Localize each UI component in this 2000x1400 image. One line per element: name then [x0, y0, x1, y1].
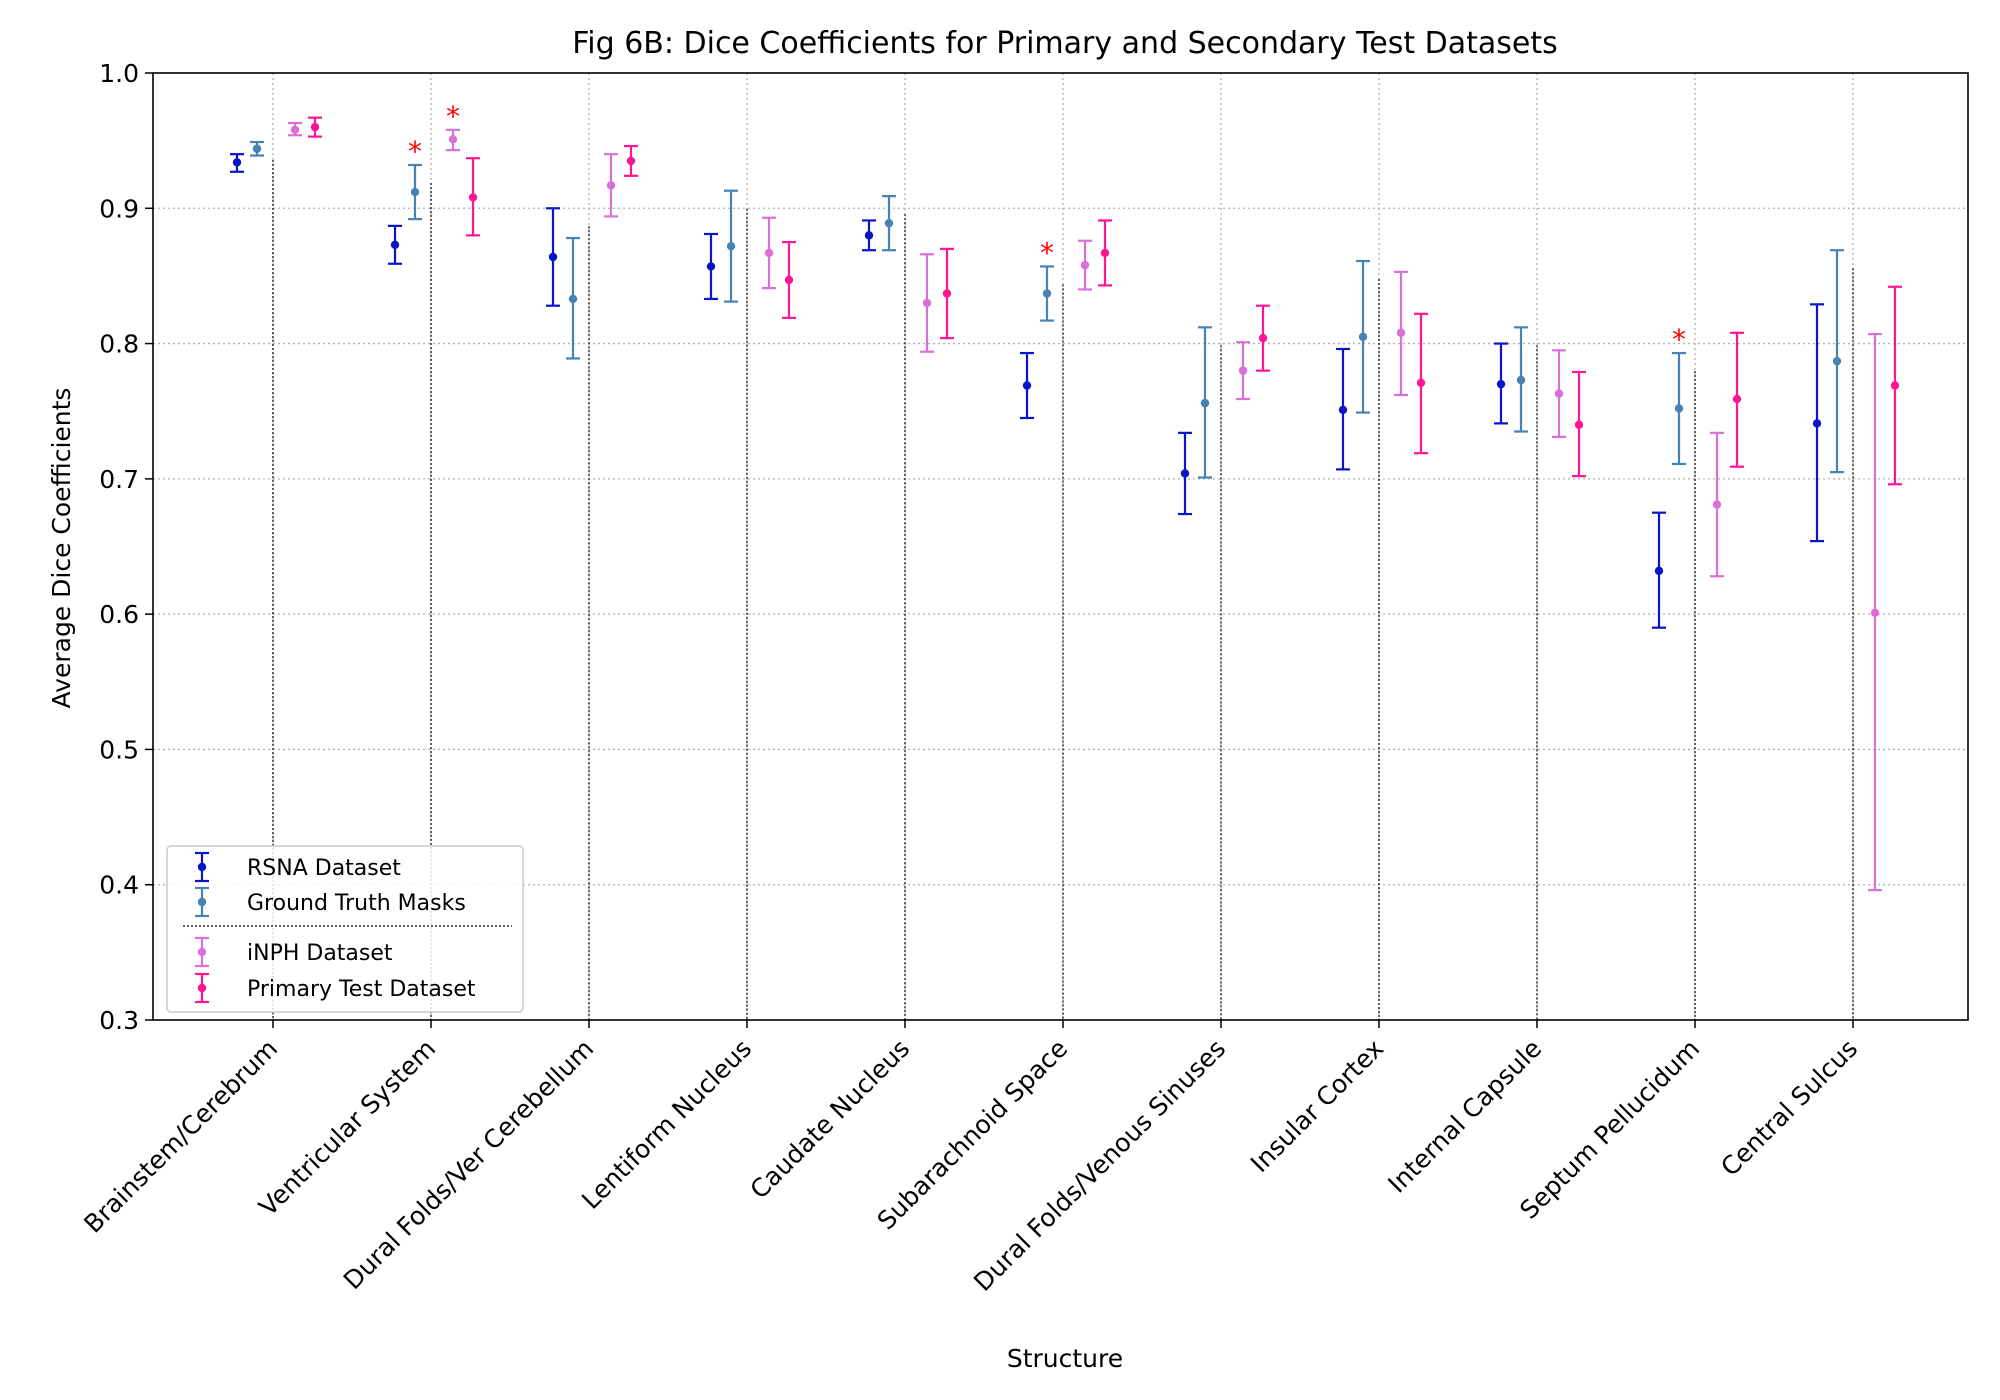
- data-point: [290, 125, 300, 135]
- data-point: [706, 262, 716, 271]
- y-tick-label: 0.4: [99, 871, 139, 900]
- legend-marker-point: [197, 947, 207, 957]
- data-point: [626, 156, 636, 166]
- data-point: [1516, 375, 1526, 385]
- data-point: [1042, 289, 1052, 298]
- data-point: [1496, 379, 1506, 389]
- data-point: [1890, 381, 1900, 390]
- data-series: [230, 116, 1902, 892]
- y-axis-label: Average Dice Coefficients: [47, 388, 76, 709]
- data-point: [548, 252, 558, 262]
- legend-marker-point: [197, 983, 207, 993]
- legend-label: Primary Test Dataset: [247, 977, 476, 1002]
- data-point: [606, 181, 616, 190]
- legend-marker-point: [197, 897, 207, 907]
- legend-marker-point: [197, 862, 207, 872]
- y-tick-label: 1.0: [99, 59, 139, 88]
- data-point: [1080, 260, 1090, 270]
- data-point: [942, 289, 952, 298]
- y-tick-label: 0.3: [99, 1006, 139, 1035]
- chart-title: Fig 6B: Dice Coefficients for Primary an…: [572, 26, 1558, 61]
- legend-label: Ground Truth Masks: [247, 891, 466, 916]
- y-axis: 0.3 0.4 0.5 0.6 0.7 0.8 0.9 1.0: [99, 59, 153, 1035]
- legend-box: [166, 845, 524, 1013]
- data-point: [764, 248, 774, 258]
- data-point: [1100, 248, 1110, 258]
- data-point: [568, 294, 578, 304]
- data-point: [1674, 404, 1684, 413]
- data-point: [1238, 366, 1248, 375]
- data-point: [310, 122, 320, 132]
- data-point: [1812, 419, 1822, 428]
- legend-label: iNPH Dataset: [247, 941, 393, 966]
- significance-asterisk: *: [408, 135, 422, 168]
- data-point: [1574, 420, 1584, 429]
- legend-label: RSNA Dataset: [247, 856, 401, 881]
- y-tick-label: 0.9: [99, 194, 139, 223]
- significance-markers: * * * *: [408, 100, 1686, 356]
- data-point: [1554, 389, 1564, 398]
- significance-asterisk: *: [1040, 236, 1054, 269]
- data-point: [1258, 333, 1268, 343]
- data-point: [252, 144, 262, 153]
- plot-frame: [152, 72, 1969, 1021]
- data-point: [1712, 500, 1722, 509]
- y-tick-label: 0.7: [99, 465, 139, 494]
- data-point: [468, 193, 478, 202]
- data-point: [1832, 356, 1842, 366]
- data-point: [232, 158, 242, 167]
- data-point: [1358, 332, 1368, 342]
- data-point: [1654, 566, 1664, 576]
- data-point: [1732, 394, 1742, 404]
- legend: RSNA Dataset Ground Truth Masks iNPH Datas…: [166, 845, 524, 1013]
- data-point: [864, 231, 874, 240]
- significance-asterisk: *: [1672, 323, 1686, 356]
- y-tick-label: 0.6: [99, 600, 139, 629]
- data-point: [1396, 328, 1406, 337]
- data-point: [448, 135, 458, 144]
- data-point: [1180, 469, 1190, 478]
- data-point: [1870, 608, 1880, 617]
- data-point: [410, 187, 420, 197]
- data-point: [1416, 378, 1426, 388]
- x-axis-label: Structure: [1007, 1344, 1123, 1373]
- data-point: [922, 298, 932, 308]
- significance-asterisk: *: [446, 100, 460, 133]
- data-point: [1338, 405, 1348, 415]
- y-tick-label: 0.5: [99, 735, 139, 764]
- data-point: [884, 218, 894, 228]
- y-tick-label: 0.8: [99, 330, 139, 359]
- data-point: [1200, 398, 1210, 408]
- data-point: [1022, 381, 1032, 390]
- data-point: [784, 275, 794, 285]
- data-point: [390, 240, 400, 250]
- data-point: [726, 241, 736, 251]
